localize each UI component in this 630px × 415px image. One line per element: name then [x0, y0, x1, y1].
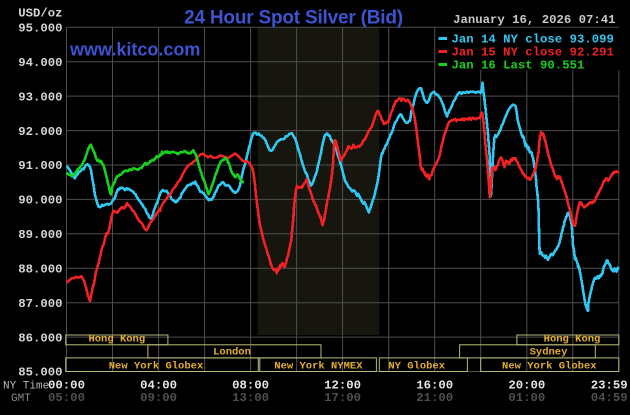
svg-text:21:00: 21:00: [416, 391, 453, 405]
svg-text:87.000: 87.000: [18, 297, 62, 311]
svg-text:Hong Kong: Hong Kong: [88, 334, 145, 346]
svg-text:91.000: 91.000: [18, 159, 62, 173]
svg-text:GMT: GMT: [11, 393, 31, 405]
svg-text:13:00: 13:00: [232, 391, 269, 405]
svg-text:24 Hour Spot Silver (Bid): 24 Hour Spot Silver (Bid): [184, 8, 403, 29]
svg-text:www.kitco.com: www.kitco.com: [69, 40, 200, 60]
svg-text:86.000: 86.000: [18, 331, 62, 345]
svg-text:New York Globex: New York Globex: [109, 360, 204, 372]
svg-text:95.000: 95.000: [18, 22, 62, 36]
svg-text:New York Globex: New York Globex: [502, 360, 597, 372]
svg-text:16:00: 16:00: [416, 379, 453, 393]
svg-text:90.000: 90.000: [18, 194, 62, 208]
svg-text:09:00: 09:00: [140, 391, 177, 405]
svg-text:08:00: 08:00: [232, 379, 269, 393]
svg-text:00:00: 00:00: [48, 379, 85, 393]
svg-text:NY Globex: NY Globex: [388, 360, 445, 372]
svg-text:New York NYMEX: New York NYMEX: [274, 360, 363, 372]
svg-text:Jan 16 Last 90.551: Jan 16 Last 90.551: [452, 59, 585, 73]
svg-text:17:00: 17:00: [324, 391, 361, 405]
svg-text:20:00: 20:00: [508, 379, 545, 393]
svg-text:94.000: 94.000: [18, 56, 62, 70]
svg-text:Jan 14 NY close 93.099: Jan 14 NY close 93.099: [452, 33, 614, 47]
svg-text:88.000: 88.000: [18, 262, 62, 276]
svg-text:Hong Kong: Hong Kong: [544, 334, 601, 346]
svg-text:12:00: 12:00: [324, 379, 361, 393]
svg-text:NY Time: NY Time: [3, 381, 49, 393]
svg-text:Sydney: Sydney: [530, 347, 569, 359]
svg-text:Jan 15 NY close 92.291: Jan 15 NY close 92.291: [452, 46, 614, 60]
svg-text:04:59: 04:59: [591, 391, 628, 405]
svg-text:04:00: 04:00: [140, 379, 177, 393]
svg-text:85.000: 85.000: [18, 366, 62, 380]
svg-text:23:59: 23:59: [591, 379, 628, 393]
svg-text:89.000: 89.000: [18, 228, 62, 242]
svg-text:92.000: 92.000: [18, 125, 62, 139]
svg-text:05:00: 05:00: [48, 391, 85, 405]
svg-text:93.000: 93.000: [18, 90, 62, 104]
svg-text:January 16, 2026 07:41: January 16, 2026 07:41: [453, 13, 615, 27]
svg-text:USD/oz: USD/oz: [18, 7, 62, 21]
svg-text:London: London: [213, 347, 251, 359]
svg-text:01:00: 01:00: [508, 391, 545, 405]
